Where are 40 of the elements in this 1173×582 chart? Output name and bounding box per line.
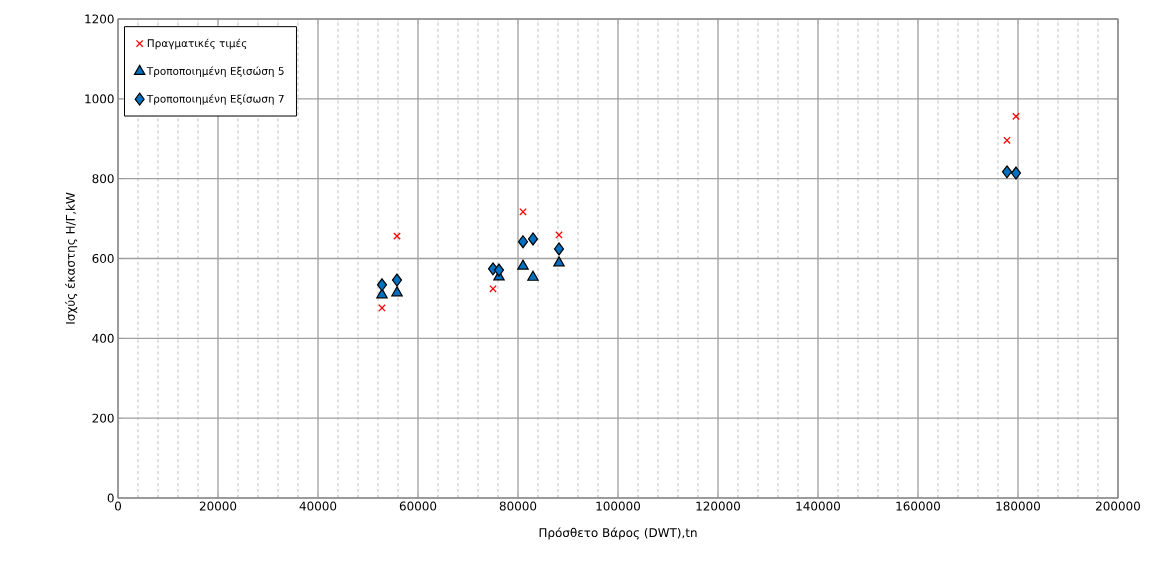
y-tick-label: 600 — [92, 253, 114, 264]
x-tick-label: 80000 — [499, 501, 537, 511]
point — [493, 263, 505, 277]
x-tick-label: 120000 — [696, 501, 741, 511]
point — [527, 232, 539, 246]
point — [517, 259, 529, 270]
point — [376, 278, 388, 292]
point — [517, 235, 529, 249]
y-tick-label: 1000 — [85, 94, 114, 104]
point — [519, 207, 527, 216]
point — [489, 285, 497, 293]
point — [1003, 136, 1011, 145]
point — [391, 286, 403, 297]
point — [1012, 112, 1020, 121]
x-tick-label: 180000 — [996, 501, 1040, 511]
point — [393, 232, 401, 240]
x-tick-label: 40000 — [299, 501, 337, 511]
point — [1001, 165, 1013, 179]
x-tick-label: 100000 — [596, 501, 641, 511]
point — [527, 270, 539, 281]
point — [1010, 166, 1022, 180]
y-tick-label: 400 — [92, 333, 114, 343]
point — [553, 242, 565, 256]
y-tick-label: 800 — [92, 174, 114, 184]
legend-label: Τροποποιημένη Εξίσωση 7 — [146, 94, 284, 105]
x-tick-label: 20000 — [199, 501, 237, 511]
y-tick-label: 200 — [92, 413, 114, 423]
legend-label: Πραγματικές τιμές — [147, 38, 247, 50]
y-tick-label: 0 — [107, 493, 114, 503]
x-tick-label: 60000 — [399, 501, 437, 511]
y-tick-label: 1200 — [85, 14, 114, 24]
x-tick-label: 200000 — [1096, 501, 1140, 511]
x-tick-label: 140000 — [796, 501, 840, 511]
x-axis-title: Πρόσθετο Βάρος (DWT),tn — [539, 527, 697, 540]
point — [391, 273, 403, 287]
y-axis-title: Ισχύς έκαστης Η/Γ,kW — [65, 192, 78, 324]
point — [553, 256, 565, 267]
x-tick-label: 0 — [114, 501, 122, 511]
x-tick-label: 160000 — [896, 501, 940, 511]
legend-label: Τροποποιημένη Εξισώση 5 — [146, 66, 284, 77]
